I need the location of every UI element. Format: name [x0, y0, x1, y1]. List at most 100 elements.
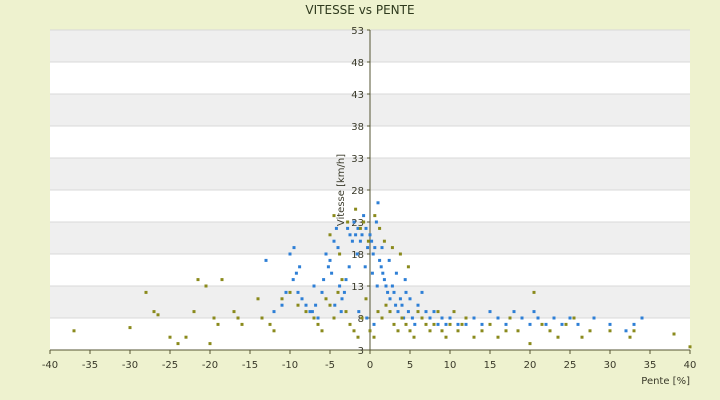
scatter-point-series-2: [316, 322, 320, 326]
scatter-point-series-1: [472, 316, 476, 320]
scatter-point-series-1: [360, 233, 364, 237]
scatter-point-series-1: [347, 265, 351, 269]
x-tick-label: 0: [367, 360, 373, 371]
y-tick-label: 28: [351, 186, 364, 197]
scatter-point-series-1: [388, 297, 392, 301]
scatter-point-series-2: [344, 310, 348, 314]
scatter-point-series-2: [338, 252, 342, 256]
scatter-point-series-2: [416, 310, 420, 314]
scatter-point-series-1: [328, 258, 332, 262]
scatter-point-series-1: [358, 239, 362, 243]
scatter-point-series-1: [300, 297, 304, 301]
x-tick-label: -5: [325, 360, 335, 371]
scatter-point-series-1: [416, 303, 420, 307]
scatter-point-series-1: [291, 278, 295, 282]
scatter-point-series-1: [288, 252, 292, 256]
scatter-point-series-1: [310, 310, 314, 314]
scatter-point-series-1: [552, 316, 556, 320]
scatter-point-series-2: [352, 329, 356, 333]
scatter-point-series-2: [324, 297, 328, 301]
scatter-point-series-2: [312, 316, 316, 320]
scatter-point-series-2: [152, 310, 156, 314]
scatter-point-series-2: [184, 335, 188, 339]
y-tick-label: 43: [351, 90, 364, 101]
scatter-point-series-2: [504, 329, 508, 333]
scatter-point-series-1: [364, 226, 368, 230]
scatter-point-series-1: [382, 278, 386, 282]
scatter-point-series-1: [384, 284, 388, 288]
scatter-point-series-1: [344, 278, 348, 282]
scatter-point-series-2: [496, 335, 500, 339]
scatter-point-series-2: [540, 322, 544, 326]
scatter-point-series-1: [308, 310, 312, 314]
scatter-point-series-2: [564, 322, 568, 326]
scatter-point-series-2: [688, 345, 692, 349]
scatter-point-series-2: [304, 310, 308, 314]
scatter-point-series-2: [380, 316, 384, 320]
x-tick-label: -30: [122, 360, 138, 371]
scatter-point-series-1: [410, 316, 414, 320]
scatter-point-series-1: [392, 290, 396, 294]
scatter-point-series-1: [536, 316, 540, 320]
scatter-point-series-2: [390, 246, 394, 250]
scatter-point-series-2: [216, 322, 220, 326]
scatter-point-series-2: [204, 284, 208, 288]
scatter-point-series-1: [456, 322, 460, 326]
scatter-point-series-2: [420, 316, 424, 320]
scatter-point-series-1: [387, 258, 391, 262]
scatter-point-series-2: [356, 335, 360, 339]
scatter-point-series-1: [366, 246, 370, 250]
scatter-point-series-2: [346, 220, 350, 224]
scatter-point-series-2: [632, 329, 636, 333]
scatter-point-series-2: [516, 329, 520, 333]
scatter-point-series-1: [370, 239, 374, 243]
scatter-point-series-1: [314, 303, 318, 307]
scatter-point-series-2: [460, 322, 464, 326]
scatter-point-series-2: [628, 335, 632, 339]
scatter-point-series-1: [346, 226, 350, 230]
y-axis-label: Vitesse [km/h]: [336, 154, 347, 226]
scatter-point-series-1: [272, 310, 276, 314]
scatter-point-series-2: [366, 239, 370, 243]
scatter-point-series-2: [444, 335, 448, 339]
scatter-point-series-2: [424, 322, 428, 326]
y-tick-label: 38: [351, 122, 364, 133]
scatter-point-series-1: [403, 278, 407, 282]
x-tick-label: -25: [162, 360, 178, 371]
scatter-point-series-2: [672, 332, 676, 336]
scatter-point-series-2: [528, 342, 532, 346]
scatter-point-series-1: [280, 303, 284, 307]
scatter-point-series-2: [268, 322, 272, 326]
scatter-point-series-1: [440, 316, 444, 320]
scatter-point-series-1: [488, 310, 492, 314]
scatter-point-series-2: [456, 329, 460, 333]
scatter-point-series-2: [364, 297, 368, 301]
x-tick-label: 30: [604, 360, 617, 371]
scatter-point-series-2: [588, 329, 592, 333]
scatter-point-series-1: [365, 316, 369, 320]
scatter-point-series-1: [322, 278, 326, 282]
scatter-point-series-1: [480, 322, 484, 326]
scatter-point-series-1: [357, 310, 361, 314]
scatter-point-series-1: [376, 201, 380, 205]
scatter-point-series-1: [356, 226, 360, 230]
scatter-point-series-1: [264, 258, 268, 262]
scatter-point-series-2: [196, 278, 200, 282]
scatter-point-series-2: [448, 322, 452, 326]
scatter-point-series-1: [520, 316, 524, 320]
scatter-point-series-2: [328, 303, 332, 307]
y-tick-label: 3: [358, 346, 364, 357]
scatter-point-series-1: [330, 271, 334, 275]
x-tick-label: -20: [202, 360, 218, 371]
scatter-point-series-1: [420, 290, 424, 294]
scatter-point-series-1: [402, 316, 406, 320]
scatter-point-series-1: [350, 239, 354, 243]
scatter-point-series-1: [632, 322, 636, 326]
scatter-point-series-2: [412, 335, 416, 339]
y-tick-label: 23: [351, 218, 364, 229]
scatter-point-series-1: [406, 310, 410, 314]
scatter-point-series-1: [373, 246, 377, 250]
scatter-point-series-1: [592, 316, 596, 320]
scatter-point-series-1: [292, 246, 296, 250]
